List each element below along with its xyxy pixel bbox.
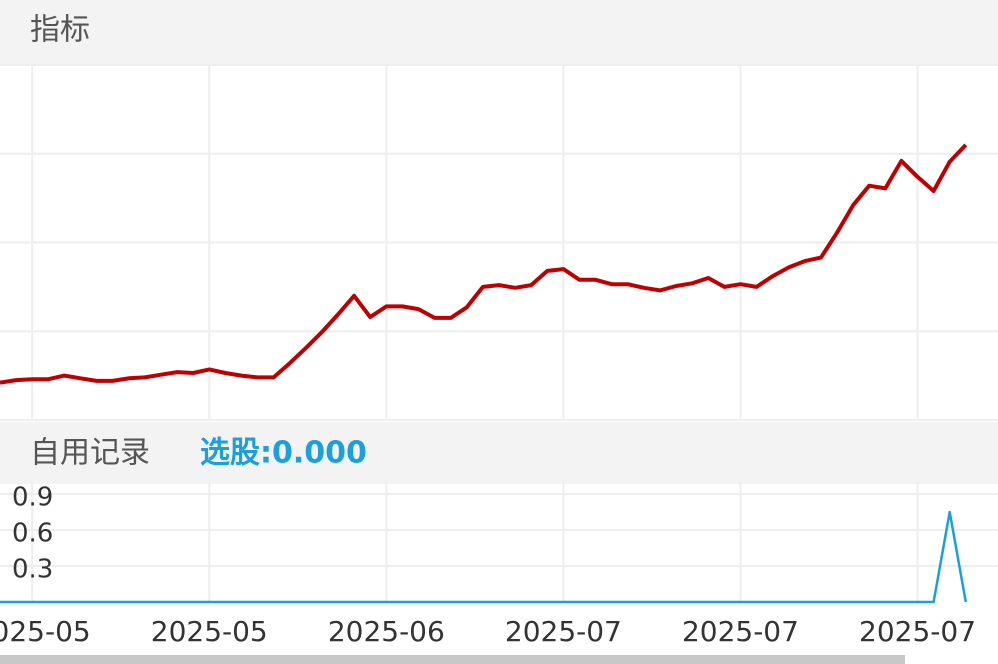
- indicator-value: 选股:0.000: [200, 436, 367, 471]
- x-tick-label: 2025-05: [0, 615, 91, 648]
- x-tick-label: 2025-07: [682, 615, 799, 648]
- header-title: 指标: [30, 13, 90, 48]
- x-tick-label: 2025-07: [505, 615, 622, 648]
- y-tick-label: 0.9: [12, 483, 53, 513]
- sub-header-title: 自用记录: [30, 436, 150, 471]
- data-line: [0, 510, 968, 604]
- x-tick-label: 2025-07: [859, 615, 976, 648]
- x-tick-label: 2025-06: [328, 615, 445, 648]
- y-tick-label: 0.3: [12, 555, 53, 585]
- x-tick-label: 2025-05: [151, 615, 268, 648]
- sub-header-bar: [0, 422, 998, 484]
- header-bar: [0, 0, 998, 65]
- scrollbar[interactable]: [0, 655, 905, 664]
- data-line: [0, 143, 968, 385]
- y-tick-label: 0.6: [12, 519, 53, 549]
